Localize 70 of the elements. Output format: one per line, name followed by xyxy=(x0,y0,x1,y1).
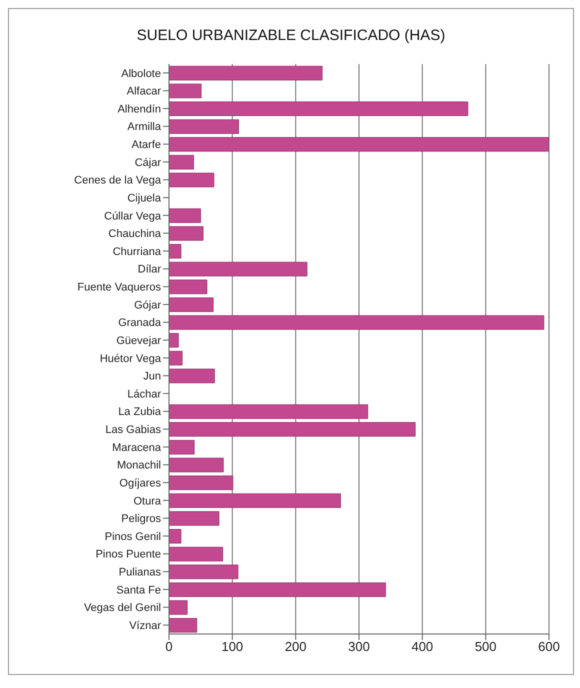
bar xyxy=(169,546,224,562)
chart-title: SUELO URBANIZABLE CLASIFICADO (HAS) xyxy=(136,26,446,46)
bar xyxy=(169,600,188,615)
y-tick-label: Albolote xyxy=(121,68,161,80)
y-tick-label: Pinos Genil xyxy=(104,530,161,543)
bar xyxy=(169,172,214,188)
y-tick-label: Cúllar Vega xyxy=(104,210,162,222)
y-tick-label: La Zubia xyxy=(118,406,162,418)
y-tick-label: Peligros xyxy=(121,513,162,526)
y-tick-label: Cijuela xyxy=(127,192,162,204)
bar xyxy=(169,368,215,384)
y-tick-label: Alhendín xyxy=(118,103,161,116)
y-tick-label: Churriana xyxy=(112,246,162,258)
y-tick-label: Maracena xyxy=(112,442,162,454)
bar xyxy=(169,529,182,544)
bar xyxy=(169,137,549,152)
x-tick-label: 0 xyxy=(165,639,173,654)
x-tick-label: 500 xyxy=(474,639,497,654)
x-tick-label: 100 xyxy=(221,639,244,654)
y-tick-label: Jun xyxy=(143,370,161,383)
y-tick-label: Vegas del Genil xyxy=(84,602,161,614)
bar xyxy=(169,119,239,134)
bar xyxy=(169,244,182,259)
y-tick-label: Güevejar xyxy=(116,335,162,347)
bar xyxy=(169,280,208,294)
bar xyxy=(169,350,183,366)
y-tick-label: Chauchina xyxy=(108,228,162,240)
y-tick-label: Alfacar xyxy=(126,86,162,98)
bar xyxy=(169,226,204,241)
y-tick-label: Fuente Vaqueros xyxy=(77,282,162,294)
y-tick-label: Pinos Puente xyxy=(96,548,161,561)
bar xyxy=(169,102,468,116)
y-tick-label: Dílar xyxy=(138,264,162,276)
y-tick-label: Otura xyxy=(133,495,162,508)
bar xyxy=(169,333,179,348)
y-tick-label: Atarfe xyxy=(132,139,161,152)
y-tick-label: Gójar xyxy=(134,299,162,312)
bar xyxy=(169,493,341,508)
y-tick-label: Víznar xyxy=(129,620,162,632)
y-tick-label: Pulianas xyxy=(118,566,162,579)
bar xyxy=(169,582,386,597)
bar xyxy=(169,458,224,472)
bar xyxy=(169,262,308,276)
bar xyxy=(169,564,238,580)
y-tick-label: Ogíjares xyxy=(119,478,162,490)
bar xyxy=(169,440,195,454)
bar xyxy=(169,297,214,312)
bar xyxy=(169,84,202,98)
bar xyxy=(169,154,194,170)
bar xyxy=(169,511,220,526)
bar xyxy=(169,476,234,490)
y-tick-label: Granada xyxy=(118,317,162,330)
x-tick-label: 400 xyxy=(411,639,434,654)
y-tick-label: Santa Fe xyxy=(116,584,161,596)
bar xyxy=(169,66,323,80)
y-tick-label: Cenes de la Vega xyxy=(74,174,162,187)
x-tick-label: 300 xyxy=(348,639,370,654)
y-tick-label: Las Gabias xyxy=(105,424,162,436)
y-tick-label: Huétor Vega xyxy=(100,352,162,365)
x-tick-label: 200 xyxy=(284,639,307,654)
bar xyxy=(169,315,544,330)
y-tick-label: Cájar xyxy=(134,156,162,169)
y-tick-label: Monachil xyxy=(116,460,161,472)
y-tick-label: Láchar xyxy=(127,388,162,400)
bar xyxy=(169,422,416,437)
bar xyxy=(169,618,198,633)
y-tick-label: Armilla xyxy=(127,121,162,134)
bar xyxy=(169,208,201,223)
bar xyxy=(169,404,368,419)
x-tick-label: 600 xyxy=(538,639,560,654)
